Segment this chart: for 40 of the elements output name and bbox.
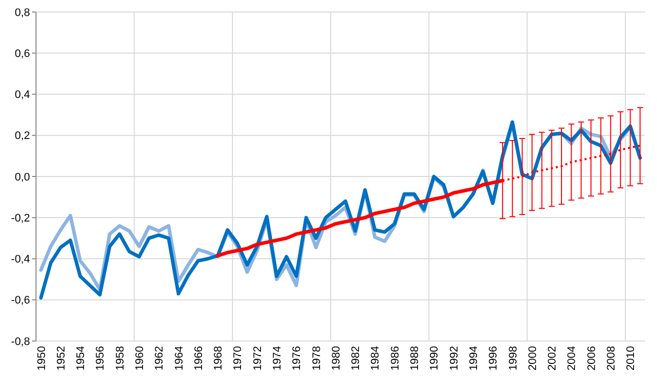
x-tick-label: 2008 (605, 346, 618, 370)
x-tick-label: 1952 (55, 346, 68, 370)
y-tick-label: 0,0 (14, 171, 30, 184)
x-tick-label: 1990 (428, 346, 441, 370)
x-tick-label: 1958 (114, 346, 126, 370)
x-tick-label: 1972 (252, 346, 264, 370)
x-tick-label: 2006 (586, 346, 598, 370)
y-tick-label: 0,8 (14, 6, 30, 19)
x-tick-label: 1966 (192, 346, 205, 370)
y-tick-label: -0,8 (11, 336, 30, 348)
x-tick-label: 1954 (75, 346, 88, 370)
x-tick-label: 1994 (468, 346, 480, 370)
x-tick-label: 1984 (370, 346, 382, 370)
x-tick-label: 1976 (291, 346, 304, 370)
x-tick-label: 2002 (546, 346, 559, 370)
x-tick-label: 1996 (488, 346, 500, 370)
x-tick-label: 1978 (310, 346, 323, 370)
x-tick-label: 1974 (272, 346, 284, 370)
x-tick-label: 1962 (154, 346, 166, 370)
x-tick-label: 1964 (173, 346, 186, 370)
x-tick-label: 1970 (232, 346, 244, 370)
x-tick-label: 2000 (526, 346, 539, 370)
x-tick-label: 1982 (350, 346, 362, 370)
x-tick-label: 1956 (94, 346, 107, 370)
y-tick-label: -0,6 (11, 294, 30, 307)
x-tick-label: 1960 (134, 346, 146, 370)
y-tick-label: 0,2 (14, 130, 30, 142)
x-tick-label: 1968 (212, 346, 225, 370)
x-tick-label: 1986 (389, 346, 402, 370)
x-tick-label: 1992 (448, 346, 460, 370)
y-tick-label: -0,2 (11, 212, 30, 224)
x-tick-label: 1998 (507, 346, 520, 370)
x-tick-label: 1980 (330, 346, 342, 370)
x-tick-label: 1988 (409, 346, 422, 370)
y-tick-label: -0,4 (11, 254, 30, 266)
y-tick-label: 0,6 (14, 48, 30, 60)
x-tick-label: 2004 (566, 346, 578, 370)
y-tick-label: 0,4 (14, 89, 30, 102)
x-tick-label: 1950 (36, 346, 48, 370)
x-tick-label: 2010 (625, 346, 638, 370)
